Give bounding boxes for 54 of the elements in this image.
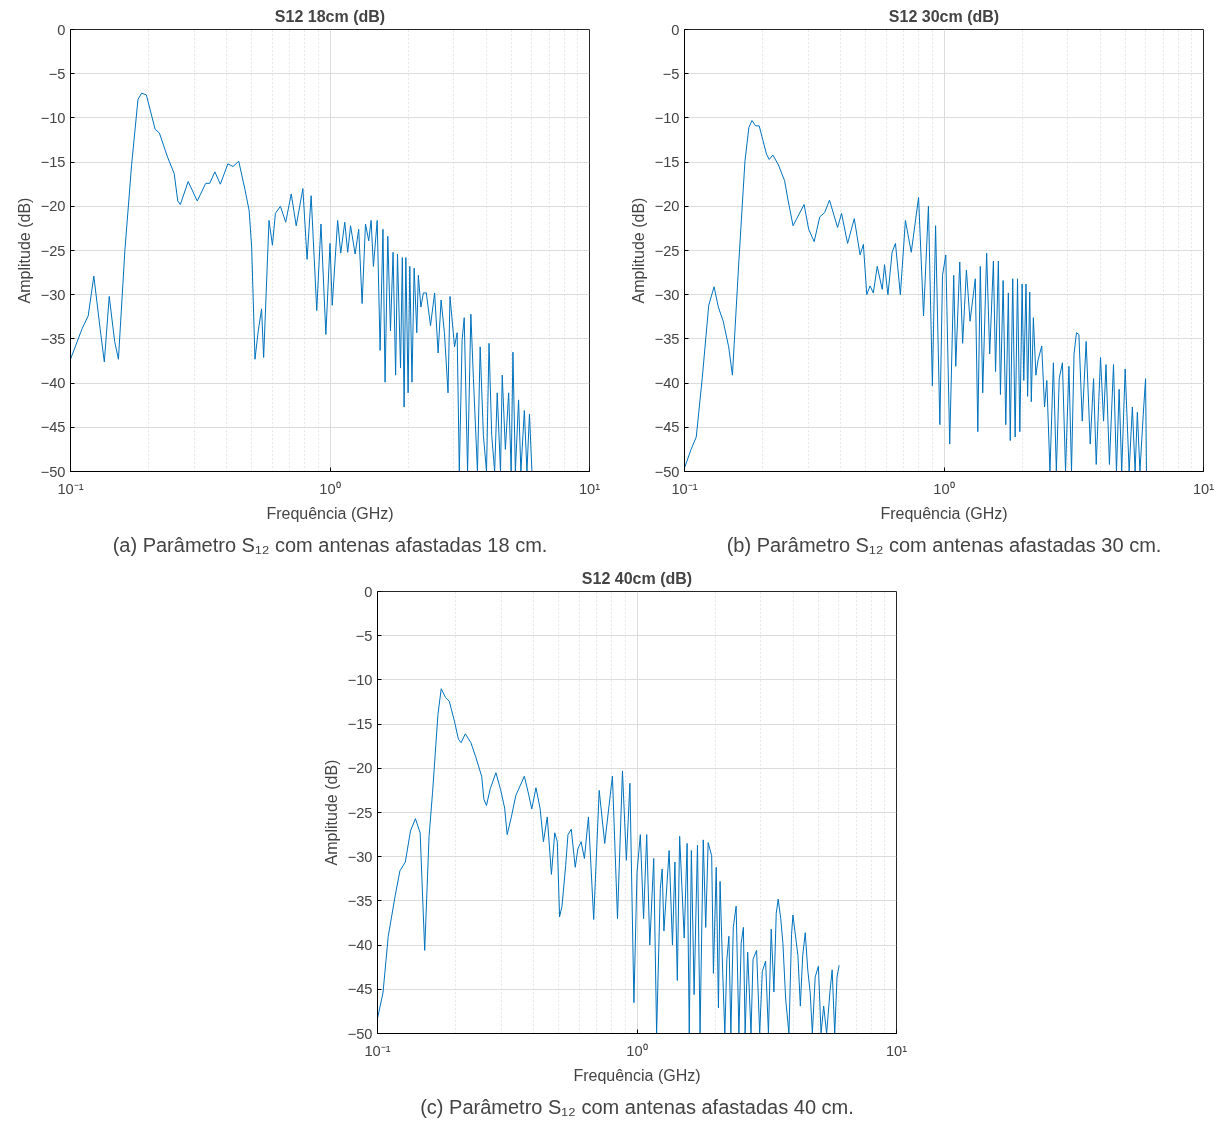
text: (c) Parâmetro S₁₂ com antenas afastadas 40 cm. [420, 1095, 854, 1118]
y-tick-label: −35 [40, 330, 66, 347]
chart-title: S12 30cm (dB) [888, 7, 1000, 25]
x-tick-label: 10¹ [578, 480, 601, 497]
text: (a) Parâmetro S₁₂ com antenas afastadas 18 cm. [112, 533, 548, 556]
x-axis-title: Frequência (GHz) [880, 504, 1008, 522]
y-axis-title: Amplitude (dB) [322, 759, 340, 866]
y-tick-label: −5 [355, 627, 373, 644]
x-axis-title: Frequência (GHz) [573, 1066, 701, 1084]
y-tick-label: −40 [40, 375, 66, 392]
y-tick-label: −5 [662, 65, 680, 82]
y-tick-label: −40 [347, 937, 373, 954]
y-tick-label: −30 [347, 848, 373, 865]
x-tick-label: 10⁻¹ [671, 480, 698, 497]
y-tick-label: −50 [40, 463, 66, 480]
x-axis-title: Frequência (GHz) [266, 504, 394, 522]
y-tick-label: −25 [40, 242, 66, 259]
y-tick-label: −10 [40, 109, 66, 126]
y-tick-label: −45 [347, 981, 373, 998]
y-tick-label: 0 [57, 21, 66, 38]
y-tick-label: −35 [654, 330, 680, 347]
y-tick-label: −5 [48, 65, 66, 82]
y-axis-title: Amplitude (dB) [15, 197, 33, 304]
y-tick-label: −20 [40, 198, 66, 215]
y-tick-label: −30 [40, 286, 66, 303]
x-tick-label: 10⁻¹ [57, 480, 84, 497]
x-tick-label: 10⁰ [319, 480, 341, 497]
y-tick-label: −45 [654, 419, 680, 436]
y-axis-title: Amplitude (dB) [629, 197, 647, 304]
y-tick-label: −35 [347, 892, 373, 909]
y-tick-label: −10 [347, 671, 373, 688]
y-tick-label: −15 [347, 716, 373, 733]
y-tick-label: −15 [40, 154, 66, 171]
y-tick-label: −15 [654, 154, 680, 171]
x-tick-label: 10¹ [885, 1042, 908, 1059]
y-tick-label: −10 [654, 109, 680, 126]
y-tick-label: −30 [654, 286, 680, 303]
y-tick-label: −20 [347, 760, 373, 777]
x-tick-label: 10⁻¹ [364, 1042, 391, 1059]
x-tick-label: 10⁰ [933, 480, 955, 497]
y-tick-label: −40 [654, 375, 680, 392]
y-tick-label: 0 [364, 583, 373, 600]
y-tick-label: −25 [347, 804, 373, 821]
chart-title: S12 40cm (dB) [581, 569, 693, 587]
y-tick-label: 0 [671, 21, 680, 38]
y-tick-label: −20 [654, 198, 680, 215]
y-tick-label: −25 [654, 242, 680, 259]
y-tick-label: −45 [40, 419, 66, 436]
y-tick-label: −50 [347, 1025, 373, 1042]
chart-title: S12 18cm (dB) [274, 7, 386, 25]
text: (b) Parâmetro S₁₂ com antenas afastadas 30 cm. [726, 533, 1162, 556]
y-tick-label: −50 [654, 463, 680, 480]
x-tick-label: 10⁰ [626, 1042, 648, 1059]
x-tick-label: 10¹ [1192, 480, 1215, 497]
